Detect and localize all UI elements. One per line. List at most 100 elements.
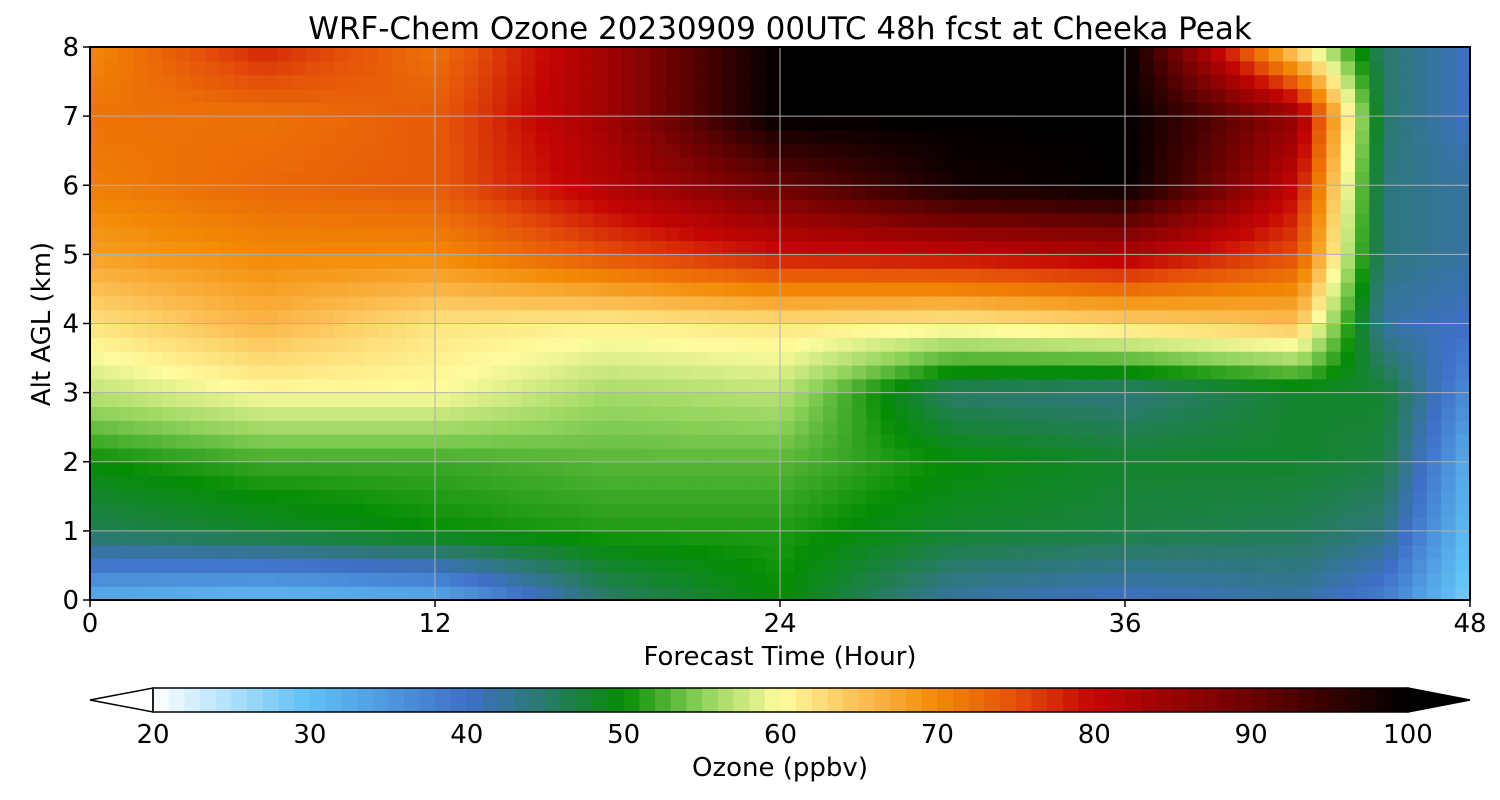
- heatmap-cell: [1096, 475, 1112, 490]
- heatmap-cell: [722, 254, 738, 269]
- colorbar-segment: [686, 688, 703, 712]
- heatmap-cell: [1240, 392, 1255, 408]
- heatmap-cell: [219, 572, 235, 587]
- heatmap-cell: [880, 116, 896, 131]
- heatmap-cell: [966, 295, 982, 311]
- heatmap-cell: [1024, 309, 1040, 325]
- heatmap-cell: [564, 530, 580, 546]
- heatmap-cell: [1211, 88, 1227, 103]
- heatmap-cell: [1297, 143, 1313, 159]
- heatmap-cell: [1081, 74, 1097, 90]
- heatmap-cell: [90, 351, 105, 366]
- heatmap-cell: [1426, 392, 1442, 408]
- heatmap-cell: [1426, 171, 1442, 186]
- colorbar-segment: [1125, 688, 1142, 712]
- heatmap-cell: [1254, 364, 1270, 380]
- heatmap-cell: [1196, 544, 1212, 560]
- heatmap-cell: [578, 309, 594, 325]
- heatmap-cell: [621, 406, 637, 421]
- heatmap-cell: [923, 517, 939, 532]
- heatmap-cell: [535, 337, 551, 352]
- heatmap-cell: [780, 503, 795, 518]
- heatmap-cell: [219, 530, 235, 546]
- heatmap-cell: [1340, 199, 1356, 214]
- heatmap-cell: [1139, 212, 1155, 228]
- heatmap-cell: [219, 185, 235, 200]
- heatmap-cell: [1355, 503, 1370, 518]
- heatmap-cell: [866, 572, 882, 587]
- heatmap-cell: [334, 378, 350, 394]
- heatmap-cell: [1038, 503, 1054, 518]
- heatmap-cell: [765, 351, 781, 366]
- heatmap-cell: [506, 406, 522, 421]
- heatmap-cell: [377, 47, 393, 62]
- heatmap-cell: [1326, 88, 1342, 103]
- heatmap-cell: [1455, 254, 1471, 269]
- heatmap-cell: [1053, 544, 1069, 560]
- heatmap-cell: [1153, 60, 1169, 76]
- heatmap-cell: [966, 558, 982, 573]
- heatmap-cell: [1196, 185, 1212, 200]
- heatmap-cell: [1355, 47, 1370, 62]
- heatmap-cell: [708, 47, 724, 62]
- heatmap-cell: [1283, 517, 1299, 532]
- heatmap-cell: [1081, 530, 1097, 546]
- heatmap-cell: [104, 406, 120, 421]
- colorbar-segment: [937, 688, 954, 712]
- heatmap-cell: [320, 420, 335, 435]
- heatmap-cell: [995, 226, 1011, 242]
- heatmap-cell: [1196, 517, 1212, 532]
- heatmap-cell: [564, 157, 580, 173]
- heatmap-cell: [1211, 406, 1227, 421]
- heatmap-cell: [823, 517, 839, 532]
- heatmap-cell: [665, 295, 680, 311]
- heatmap-cell: [420, 572, 436, 587]
- heatmap-cell: [966, 378, 982, 394]
- heatmap-cell: [233, 102, 249, 117]
- heatmap-cell: [1283, 558, 1299, 573]
- heatmap-cell: [118, 226, 134, 242]
- heatmap-cell: [262, 406, 278, 421]
- heatmap-cell: [320, 378, 335, 394]
- heatmap-cell: [880, 143, 896, 159]
- heatmap-cell: [190, 88, 206, 103]
- heatmap-cell: [794, 226, 810, 242]
- heatmap-cell: [851, 199, 867, 214]
- heatmap-cell: [219, 558, 235, 573]
- heatmap-cell: [406, 337, 422, 352]
- heatmap-cell: [406, 240, 422, 255]
- heatmap-cell: [736, 323, 752, 338]
- heatmap-cell: [736, 226, 752, 242]
- heatmap-cell: [1067, 572, 1083, 587]
- heatmap-cell: [1038, 392, 1054, 408]
- heatmap-cell: [995, 351, 1011, 366]
- heatmap-cell: [406, 102, 422, 117]
- heatmap-cell: [1355, 572, 1370, 587]
- heatmap-cell: [607, 434, 623, 449]
- heatmap-cell: [1455, 392, 1471, 408]
- heatmap-cell: [693, 116, 709, 131]
- heatmap-cell: [1110, 337, 1126, 352]
- heatmap-cell: [535, 116, 551, 131]
- heatmap-cell: [1196, 199, 1212, 214]
- heatmap-cell: [895, 392, 910, 408]
- heatmap-cell: [276, 226, 292, 242]
- heatmap-cell: [276, 129, 292, 145]
- heatmap-cell: [1225, 171, 1241, 186]
- y-tick-label: 1: [62, 517, 79, 547]
- heatmap-cell: [506, 47, 522, 62]
- heatmap-cell: [478, 475, 494, 490]
- heatmap-cell: [435, 268, 450, 283]
- heatmap-cell: [133, 309, 149, 325]
- heatmap-cell: [1139, 116, 1155, 131]
- heatmap-cell: [995, 199, 1011, 214]
- heatmap-cell: [593, 586, 609, 601]
- heatmap-cell: [1010, 129, 1025, 145]
- heatmap-cell: [1240, 475, 1255, 490]
- heatmap-cell: [679, 143, 695, 159]
- heatmap-cell: [118, 558, 134, 573]
- heatmap-cell: [262, 129, 278, 145]
- heatmap-cell: [1182, 517, 1198, 532]
- heatmap-cell: [176, 323, 192, 338]
- heatmap-cell: [233, 309, 249, 325]
